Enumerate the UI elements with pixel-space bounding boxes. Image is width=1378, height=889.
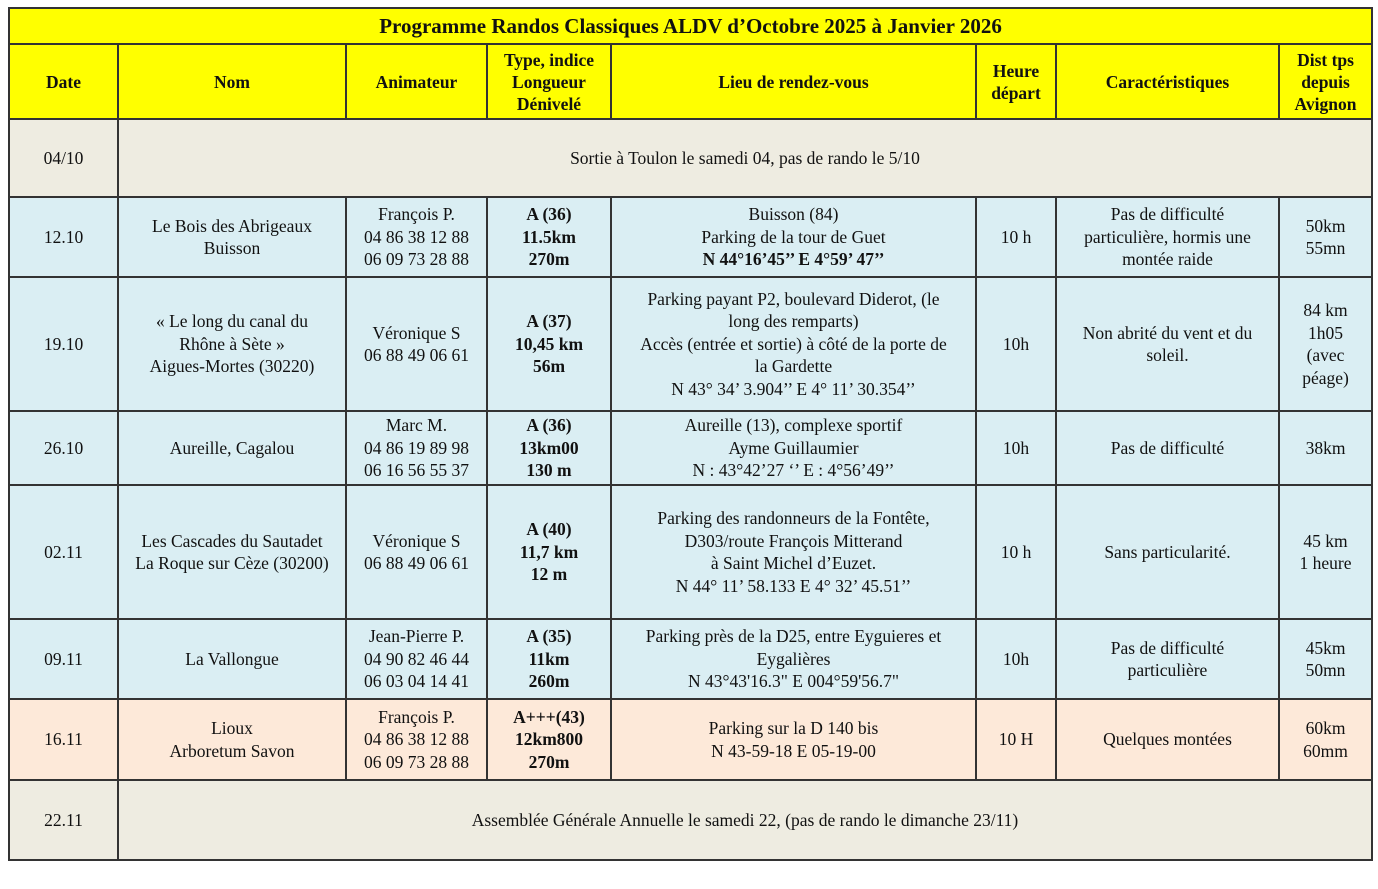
lieu-text: Parking sur la D 140 bis N 43-59-18 E 05… [708,718,879,761]
nom-cell: La Vallongue [117,618,347,700]
distance-cell: 50km 55mn [1277,196,1374,278]
header-caracteristiques: Caractéristiques [1055,43,1280,120]
date-cell: 22.11 [8,779,119,861]
animateur-cell: François P. 04 86 38 12 88 06 09 73 28 8… [345,698,488,781]
date-cell: 16.11 [8,698,119,781]
table-row: 26.10 Aureille, Cagalou Marc M. 04 86 19 8… [8,410,1374,486]
header-lieu: Lieu de rendez-vous [610,43,977,120]
type-cell: A (35) 11km 260m [486,618,612,700]
type-cell: A (37) 10,45 km 56m [486,276,612,412]
announcement-cell: Sortie à Toulon le samedi 04, pas de ran… [116,118,1374,198]
header-nom: Nom [117,43,347,120]
caracteristiques-cell: Quelques montées [1055,698,1280,781]
heure-cell: 10h [975,276,1057,412]
distance-cell: 45km 50mn [1277,618,1374,700]
announcement-cell: Assemblée Générale Annuelle le samedi 22… [116,779,1374,861]
rando-schedule-table: Programme Randos Classiques ALDV d’Octob… [7,7,1374,861]
nom-cell: Les Cascades du Sautadet La Roque sur Cè… [117,484,347,620]
type-cell: A (40) 11,7 km 12 m [486,484,612,620]
table-row: 04/10 Sortie à Toulon le samedi 04, pas d… [8,118,1374,198]
distance-cell: 45 km 1 heure [1277,484,1374,620]
heure-cell: 10h [975,618,1057,700]
animateur-cell: Véronique S 06 88 49 06 61 [345,484,488,620]
table-row: 22.11 Assemblée Générale Annuelle le same… [8,779,1374,861]
nom-cell: Le Bois des Abrigeaux Buisson [117,196,347,278]
table-row: 19.10 « Le long du canal du Rhône à Sète … [8,276,1374,412]
distance-cell: 84 km 1h05 (avec péage) [1277,276,1374,412]
date-cell: 02.11 [8,484,119,620]
distance-cell: 38km [1277,410,1374,486]
animateur-cell: Marc M. 04 86 19 89 98 06 16 56 55 37 [345,410,488,486]
animateur-cell: Jean-Pierre P. 04 90 82 46 44 06 03 04 1… [345,618,488,700]
lieu-gps: N 44°16’45’’ E 4°59’ 47’’ [702,249,885,270]
heure-cell: 10 h [975,196,1057,278]
header-date: Date [8,43,119,120]
table-row: 12.10 Le Bois des Abrigeaux Buisson Franço… [8,196,1374,278]
header-animateur: Animateur [345,43,488,120]
table-row: 16.11 Lioux Arboretum Savon François P. 04… [8,698,1374,781]
lieu-text: Buisson (84) Parking de la tour de Guet [701,204,886,247]
animateur-cell: Véronique S 06 88 49 06 61 [345,276,488,412]
lieu-cell: Parking sur la D 140 bis N 43-59-18 E 05… [610,698,977,781]
date-cell: 09.11 [8,618,119,700]
lieu-cell: Parking près de la D25, entre Eyguieres … [610,618,977,700]
date-cell: 04/10 [8,118,119,198]
nom-cell: Lioux Arboretum Savon [117,698,347,781]
date-cell: 12.10 [8,196,119,278]
animateur-cell: François P. 04 86 38 12 88 06 09 73 28 8… [345,196,488,278]
header-distance: Dist tps depuis Avignon [1277,43,1374,120]
caracteristiques-cell: Pas de difficulté [1055,410,1280,486]
type-cell: A+++(43) 12km800 270m [486,698,612,781]
table-row: 02.11 Les Cascades du Sautadet La Roque s… [8,484,1374,620]
lieu-cell: Parking payant P2, boulevard Diderot, (l… [610,276,977,412]
date-cell: 19.10 [8,276,119,412]
heure-cell: 10h [975,410,1057,486]
caracteristiques-cell: Pas de difficulté particulière [1055,618,1280,700]
type-cell: A (36) 11.5km 270m [486,196,612,278]
caracteristiques-cell: Non abrité du vent et du soleil. [1055,276,1280,412]
lieu-text: Parking des randonneurs de la Fontête, D… [657,508,930,596]
lieu-cell: Buisson (84) Parking de la tour de Guet N… [610,196,977,278]
nom-cell: « Le long du canal du Rhône à Sète » Aig… [117,276,347,412]
type-cell: A (36) 13km00 130 m [486,410,612,486]
caracteristiques-cell: Pas de difficulté particulière, hormis u… [1055,196,1280,278]
caracteristiques-cell: Sans particularité. [1055,484,1280,620]
header-row: Date Nom Animateur Type, indice Longueur Dé… [8,43,1374,120]
table-title: Programme Randos Classiques ALDV d’Octob… [7,7,1374,45]
lieu-text: Aureille (13), complexe sportif Ayme Gui… [684,415,903,481]
header-type: Type, indice Longueur Dénivelé [486,43,612,120]
distance-cell: 60km 60mm [1277,698,1374,781]
table-row: 09.11 La Vallongue Jean-Pierre P. 04 90 82… [8,618,1374,700]
nom-cell: Aureille, Cagalou [117,410,347,486]
lieu-text: Parking près de la D25, entre Eyguieres … [645,626,942,692]
lieu-cell: Parking des randonneurs de la Fontête, D… [610,484,977,620]
date-cell: 26.10 [8,410,119,486]
heure-cell: 10 h [975,484,1057,620]
heure-cell: 10 H [975,698,1057,781]
header-heure: Heure départ [975,43,1057,120]
lieu-text: Parking payant P2, boulevard Diderot, (l… [640,288,947,399]
lieu-cell: Aureille (13), complexe sportif Ayme Gui… [610,410,977,486]
